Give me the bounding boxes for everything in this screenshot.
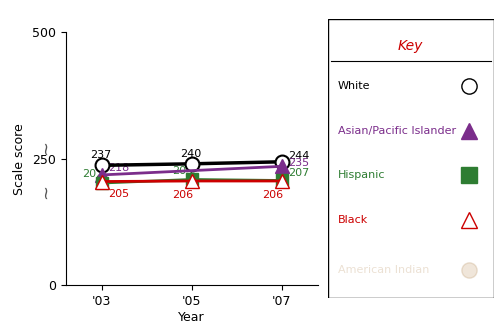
Text: 202: 202 xyxy=(82,169,103,179)
Text: 244: 244 xyxy=(288,151,310,161)
Text: 206: 206 xyxy=(172,190,193,200)
Text: ~: ~ xyxy=(36,140,54,155)
Text: Hispanic: Hispanic xyxy=(338,170,385,180)
Text: Asian/Pacific Islander: Asian/Pacific Islander xyxy=(338,126,456,136)
Y-axis label: Scale score: Scale score xyxy=(13,123,26,195)
Text: White: White xyxy=(338,81,370,91)
Text: 240: 240 xyxy=(180,149,202,159)
Text: 209: 209 xyxy=(172,166,194,176)
Text: Key: Key xyxy=(398,39,423,53)
FancyBboxPatch shape xyxy=(328,19,494,298)
Text: 218: 218 xyxy=(108,163,130,173)
Text: 237: 237 xyxy=(90,150,112,160)
Text: Black: Black xyxy=(338,215,368,225)
X-axis label: Year: Year xyxy=(178,311,205,324)
Text: American Indian: American Indian xyxy=(338,265,429,275)
Text: 205: 205 xyxy=(108,189,130,199)
Text: 235: 235 xyxy=(288,158,309,168)
Text: ~: ~ xyxy=(36,184,54,199)
Text: 207: 207 xyxy=(288,168,310,178)
Text: 206: 206 xyxy=(262,190,283,200)
